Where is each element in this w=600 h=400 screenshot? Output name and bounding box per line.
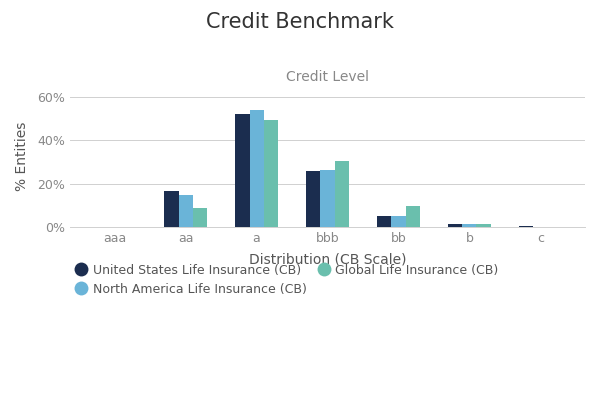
Bar <box>264 120 278 227</box>
X-axis label: Distribution (CB Scale): Distribution (CB Scale) <box>249 253 406 267</box>
Bar <box>235 114 250 227</box>
Bar <box>462 224 476 227</box>
Bar <box>391 216 406 227</box>
Bar <box>164 191 179 227</box>
Bar <box>519 226 533 227</box>
Bar <box>193 208 207 227</box>
Bar <box>377 216 391 227</box>
Legend: United States Life Insurance (CB), North America Life Insurance (CB), Global Lif: United States Life Insurance (CB), North… <box>76 264 499 296</box>
Bar <box>250 110 264 227</box>
Text: Credit Benchmark: Credit Benchmark <box>206 12 394 32</box>
Bar <box>448 224 462 227</box>
Title: Credit Level: Credit Level <box>286 70 369 84</box>
Y-axis label: % Entities: % Entities <box>15 122 29 191</box>
Bar <box>476 224 491 227</box>
Bar <box>406 206 420 227</box>
Bar <box>320 170 335 227</box>
Bar <box>335 161 349 227</box>
Bar <box>306 171 320 227</box>
Bar <box>179 196 193 227</box>
